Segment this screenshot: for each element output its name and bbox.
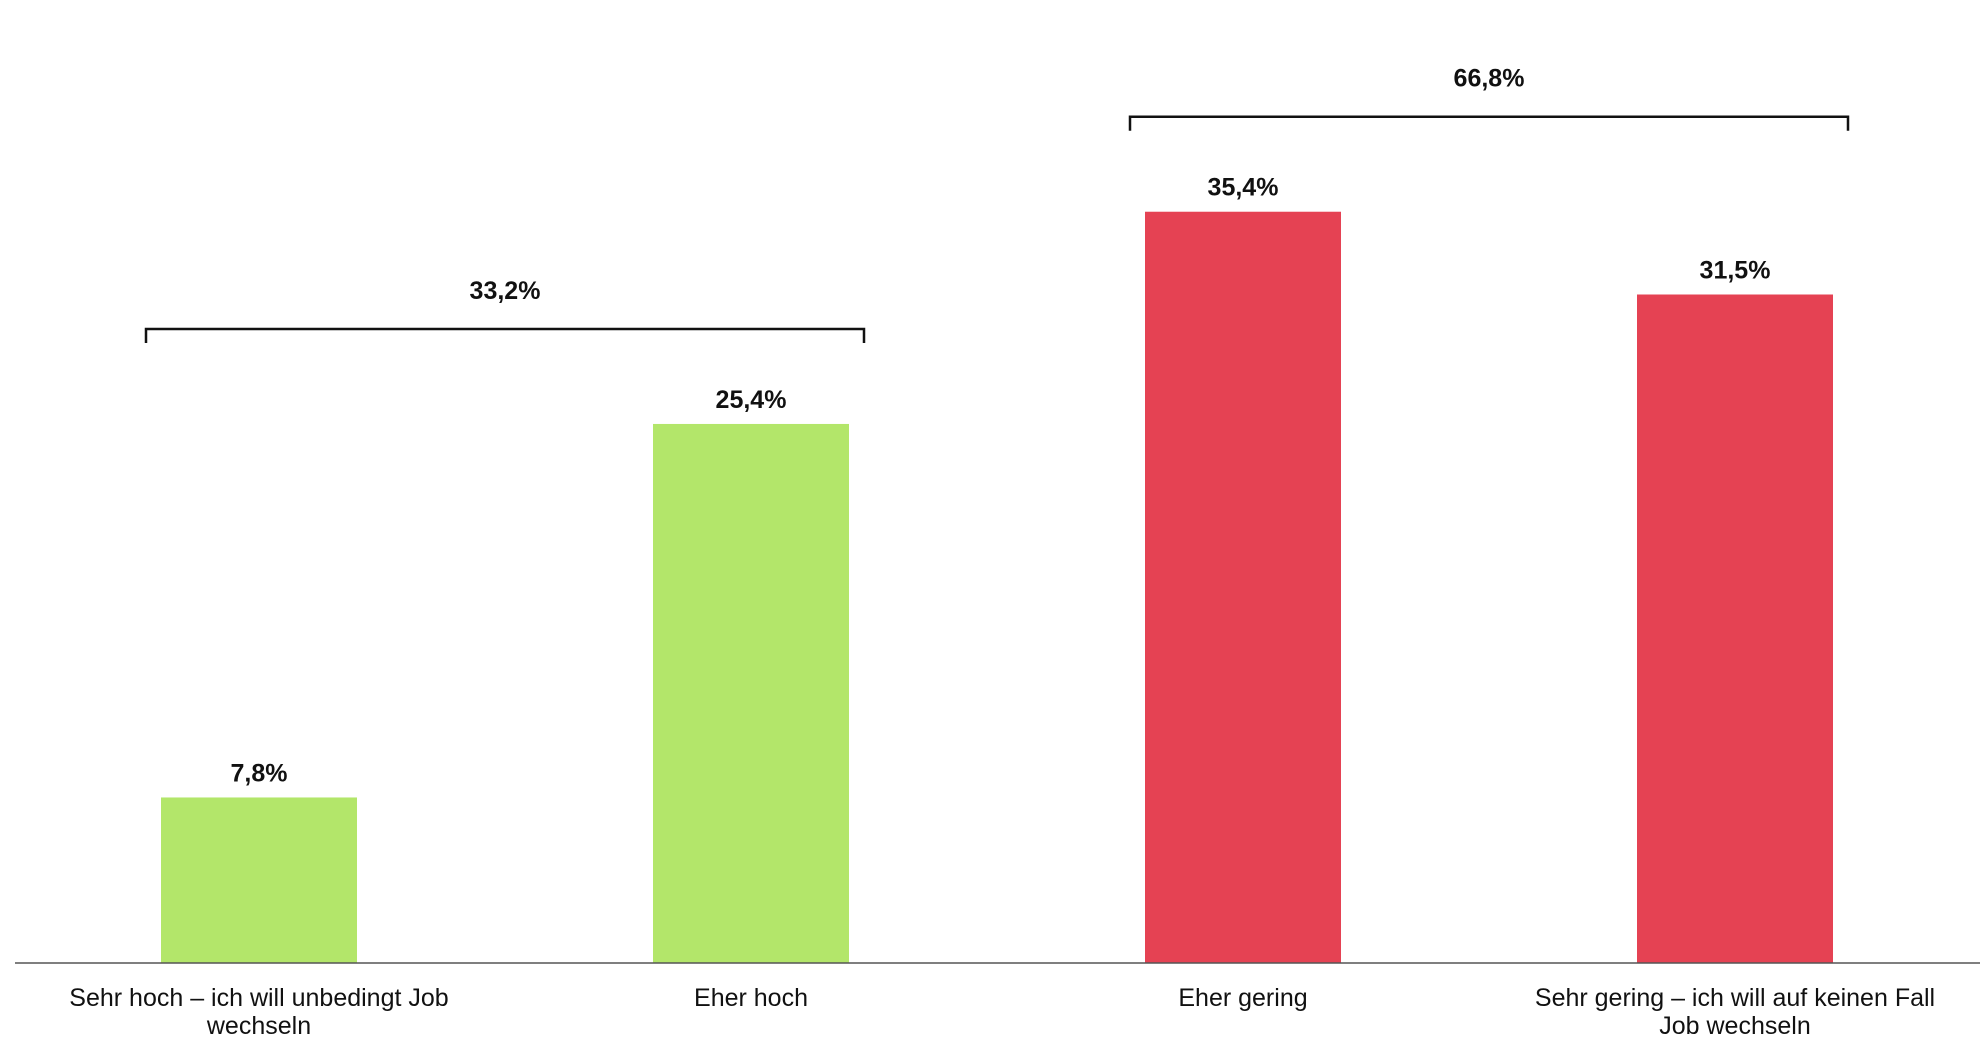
category-label-3-line-1: Eher gering xyxy=(1178,984,1307,1012)
group-brackets: 33,2% 66,8% xyxy=(144,65,1850,343)
value-label-4: 31,5% xyxy=(1700,257,1771,285)
value-label-3: 35,4% xyxy=(1208,174,1279,202)
category-label-1: Sehr hoch – ich will unbedingt Job wechse… xyxy=(69,984,448,1040)
category-label-2: Eher hoch xyxy=(694,984,808,1012)
bar-2 xyxy=(653,423,849,963)
category-labels-group: Sehr hoch – ich will unbedingt Job wechse… xyxy=(69,984,1935,1040)
group-bracket-2 xyxy=(1128,115,1850,131)
category-label-3: Eher gering xyxy=(1178,984,1307,1012)
category-label-4-line-2: Job wechseln xyxy=(1659,1012,1810,1040)
value-label-2: 25,4% xyxy=(716,386,787,414)
category-label-1-line-1: Sehr hoch – ich will unbedingt Job xyxy=(69,984,448,1012)
category-label-2-line-1: Eher hoch xyxy=(694,984,808,1012)
group-total-label-2: 66,8% xyxy=(1454,65,1525,93)
category-label-1-line-2: wechseln xyxy=(206,1012,311,1040)
bar-1 xyxy=(161,797,357,963)
bar-4 xyxy=(1637,294,1833,963)
bars-group xyxy=(161,211,1833,963)
bar-3 xyxy=(1145,211,1341,963)
value-labels-group: 7,8% 25,4% 35,4% 31,5% xyxy=(231,174,1771,788)
group-bracket-1 xyxy=(144,327,866,343)
value-label-1: 7,8% xyxy=(231,759,288,787)
category-label-4: Sehr gering – ich will auf keinen Fall Jo… xyxy=(1535,984,1935,1040)
group-total-label-1: 33,2% xyxy=(470,277,541,305)
category-label-4-line-1: Sehr gering – ich will auf keinen Fall xyxy=(1535,984,1935,1012)
